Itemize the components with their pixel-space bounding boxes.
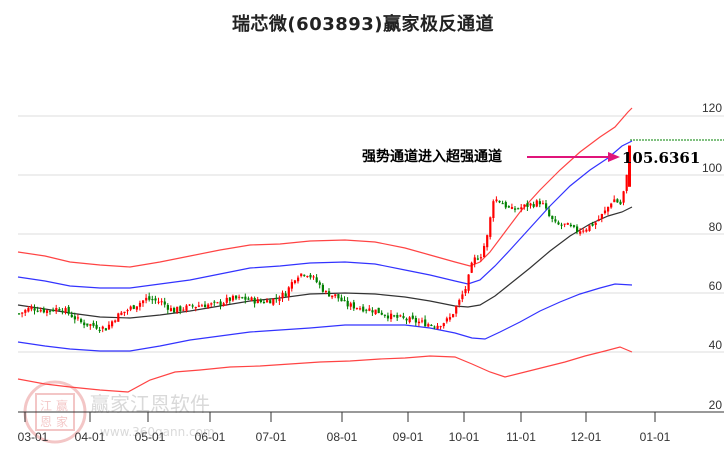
x-tick-10-01: 10-01 <box>449 430 480 444</box>
lower-inner-band <box>17 283 633 352</box>
x-tick-11-01: 11-01 <box>506 430 536 444</box>
x-tick-07-01: 07-01 <box>256 430 287 444</box>
y-tick-20: 20 <box>709 398 723 412</box>
y-tick-40: 40 <box>709 338 723 352</box>
x-tick-06-01: 06-01 <box>195 430 226 444</box>
x-tick-04-01: 04-01 <box>75 430 106 444</box>
upper-outer-band <box>17 107 633 268</box>
candlesticks <box>18 145 631 333</box>
watermark-url: www.360gann.com <box>100 425 215 439</box>
watermark-logo-3: 恩 <box>40 415 52 429</box>
watermark-logo-2: 赢 <box>56 398 68 413</box>
gridlines <box>18 115 724 353</box>
middle-line <box>17 206 633 319</box>
x-tick-03-01: 03-01 <box>18 430 49 444</box>
y-tick-60: 60 <box>709 279 723 293</box>
watermark-logo-1: 江 <box>40 399 52 413</box>
x-tick-09-01: 09-01 <box>393 430 424 444</box>
annotation-text: 强势通道进入超强通道 <box>362 148 502 165</box>
annotation: 强势通道进入超强通道 105.6361 <box>362 148 700 167</box>
x-tick-01-01: 01-01 <box>640 430 671 444</box>
price-label: 105.6361 <box>622 149 700 167</box>
chart-title: 瑞芯微(603893)赢家极反通道 <box>231 14 495 35</box>
y-tick-120: 120 <box>702 101 722 115</box>
x-tick-12-01: 12-01 <box>571 430 602 444</box>
lower-outer-band <box>17 346 633 393</box>
arrow-head-icon <box>608 152 620 162</box>
x-tick-08-01: 08-01 <box>327 430 358 444</box>
upper-inner-band <box>17 140 633 289</box>
y-tick-80: 80 <box>709 220 723 234</box>
channel-lines <box>17 107 633 393</box>
y-tick-100: 100 <box>702 161 722 175</box>
x-axis <box>18 411 724 422</box>
y-axis-labels: 120 100 80 60 40 20 <box>702 101 722 412</box>
x-axis-labels: 03-01 04-01 05-01 06-01 07-01 08-01 09-0… <box>18 430 671 444</box>
watermark-logo-4: 家 <box>56 414 68 429</box>
x-tick-05-01: 05-01 <box>135 430 166 444</box>
